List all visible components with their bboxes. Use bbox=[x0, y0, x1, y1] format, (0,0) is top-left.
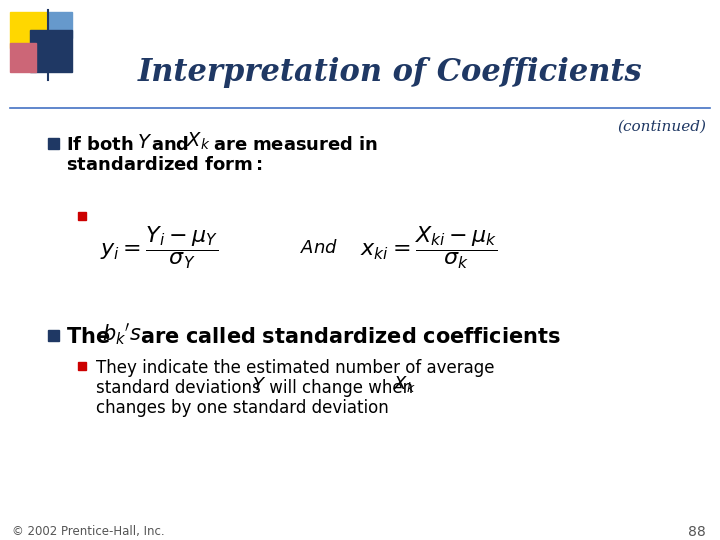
Bar bbox=[10, 12, 46, 48]
Text: $\mathit{X}_k$: $\mathit{X}_k$ bbox=[186, 130, 210, 152]
Text: standard deviations: standard deviations bbox=[96, 379, 266, 397]
Text: $\mathbf{and}$: $\mathbf{and}$ bbox=[151, 136, 189, 154]
Text: They indicate the estimated number of average: They indicate the estimated number of av… bbox=[96, 359, 495, 377]
Bar bbox=[48, 138, 59, 149]
Text: $b_k\mathit{'s}$: $b_k\mathit{'s}$ bbox=[102, 321, 142, 347]
Bar bbox=[46, 12, 72, 38]
Bar bbox=[78, 362, 86, 370]
Text: (continued): (continued) bbox=[617, 120, 706, 134]
Bar bbox=[48, 330, 59, 341]
Bar bbox=[30, 30, 72, 72]
Text: $\mathbf{are\ measured\ in}$: $\mathbf{are\ measured\ in}$ bbox=[213, 136, 378, 154]
Text: $y_i = \dfrac{Y_i - \mu_Y}{\sigma_Y}$: $y_i = \dfrac{Y_i - \mu_Y}{\sigma_Y}$ bbox=[100, 225, 218, 271]
Text: changes by one standard deviation: changes by one standard deviation bbox=[96, 399, 389, 417]
Text: $x_{ki} = \dfrac{X_{ki} - \mu_k}{\sigma_k}$: $x_{ki} = \dfrac{X_{ki} - \mu_k}{\sigma_… bbox=[360, 225, 498, 271]
Text: 88: 88 bbox=[688, 525, 706, 539]
Text: $\mathbf{If\ both}$: $\mathbf{If\ both}$ bbox=[66, 136, 134, 154]
Text: $\mathit{Y}$: $\mathit{Y}$ bbox=[137, 133, 152, 152]
Text: $\mathbf{standardized\ form:}$: $\mathbf{standardized\ form:}$ bbox=[66, 156, 263, 174]
Text: Interpretation of Coefficients: Interpretation of Coefficients bbox=[138, 57, 642, 87]
Text: © 2002 Prentice-Hall, Inc.: © 2002 Prentice-Hall, Inc. bbox=[12, 525, 165, 538]
Text: $\mathit{Y}$: $\mathit{Y}$ bbox=[252, 376, 266, 394]
Bar bbox=[10, 43, 36, 72]
Text: $\mathit{X}_k$: $\mathit{X}_k$ bbox=[393, 374, 416, 394]
Bar bbox=[78, 212, 86, 220]
Text: $\mathbf{The}$: $\mathbf{The}$ bbox=[66, 327, 110, 347]
Text: $\mathit{And}$: $\mathit{And}$ bbox=[300, 239, 338, 257]
Text: will change when: will change when bbox=[264, 379, 418, 397]
Text: $\mathbf{are\ called\ standardized\ coefficients}$: $\mathbf{are\ called\ standardized\ coef… bbox=[140, 327, 561, 347]
